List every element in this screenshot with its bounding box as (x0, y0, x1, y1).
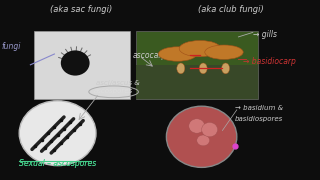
Ellipse shape (158, 47, 197, 61)
Ellipse shape (61, 50, 90, 76)
Ellipse shape (221, 63, 230, 74)
Text: ascospores: ascospores (94, 88, 133, 94)
Text: (aka sac fungi): (aka sac fungi) (51, 4, 113, 14)
Text: Sexual – ascospores: Sexual – ascospores (19, 159, 96, 168)
Text: fungi: fungi (2, 42, 21, 51)
FancyBboxPatch shape (34, 31, 130, 99)
Ellipse shape (205, 45, 243, 59)
Ellipse shape (177, 63, 185, 74)
Ellipse shape (179, 40, 221, 57)
Text: ascocarp: ascocarp (133, 51, 167, 60)
Ellipse shape (19, 101, 96, 166)
Text: Sexual – ascospores: Sexual – ascospores (19, 159, 96, 168)
Ellipse shape (199, 63, 207, 74)
Ellipse shape (202, 122, 218, 137)
Text: asci/ascus &: asci/ascus & (96, 80, 140, 86)
Text: → basidium &: → basidium & (235, 105, 283, 111)
Ellipse shape (189, 119, 205, 133)
Ellipse shape (197, 135, 210, 146)
Text: basidiospores: basidiospores (235, 116, 284, 122)
FancyBboxPatch shape (136, 65, 258, 99)
Ellipse shape (166, 106, 237, 167)
Text: (aka club fungi): (aka club fungi) (197, 4, 263, 14)
Text: → gills: → gills (253, 30, 277, 39)
Text: → basidiocarp: → basidiocarp (243, 57, 296, 66)
FancyBboxPatch shape (136, 31, 258, 99)
